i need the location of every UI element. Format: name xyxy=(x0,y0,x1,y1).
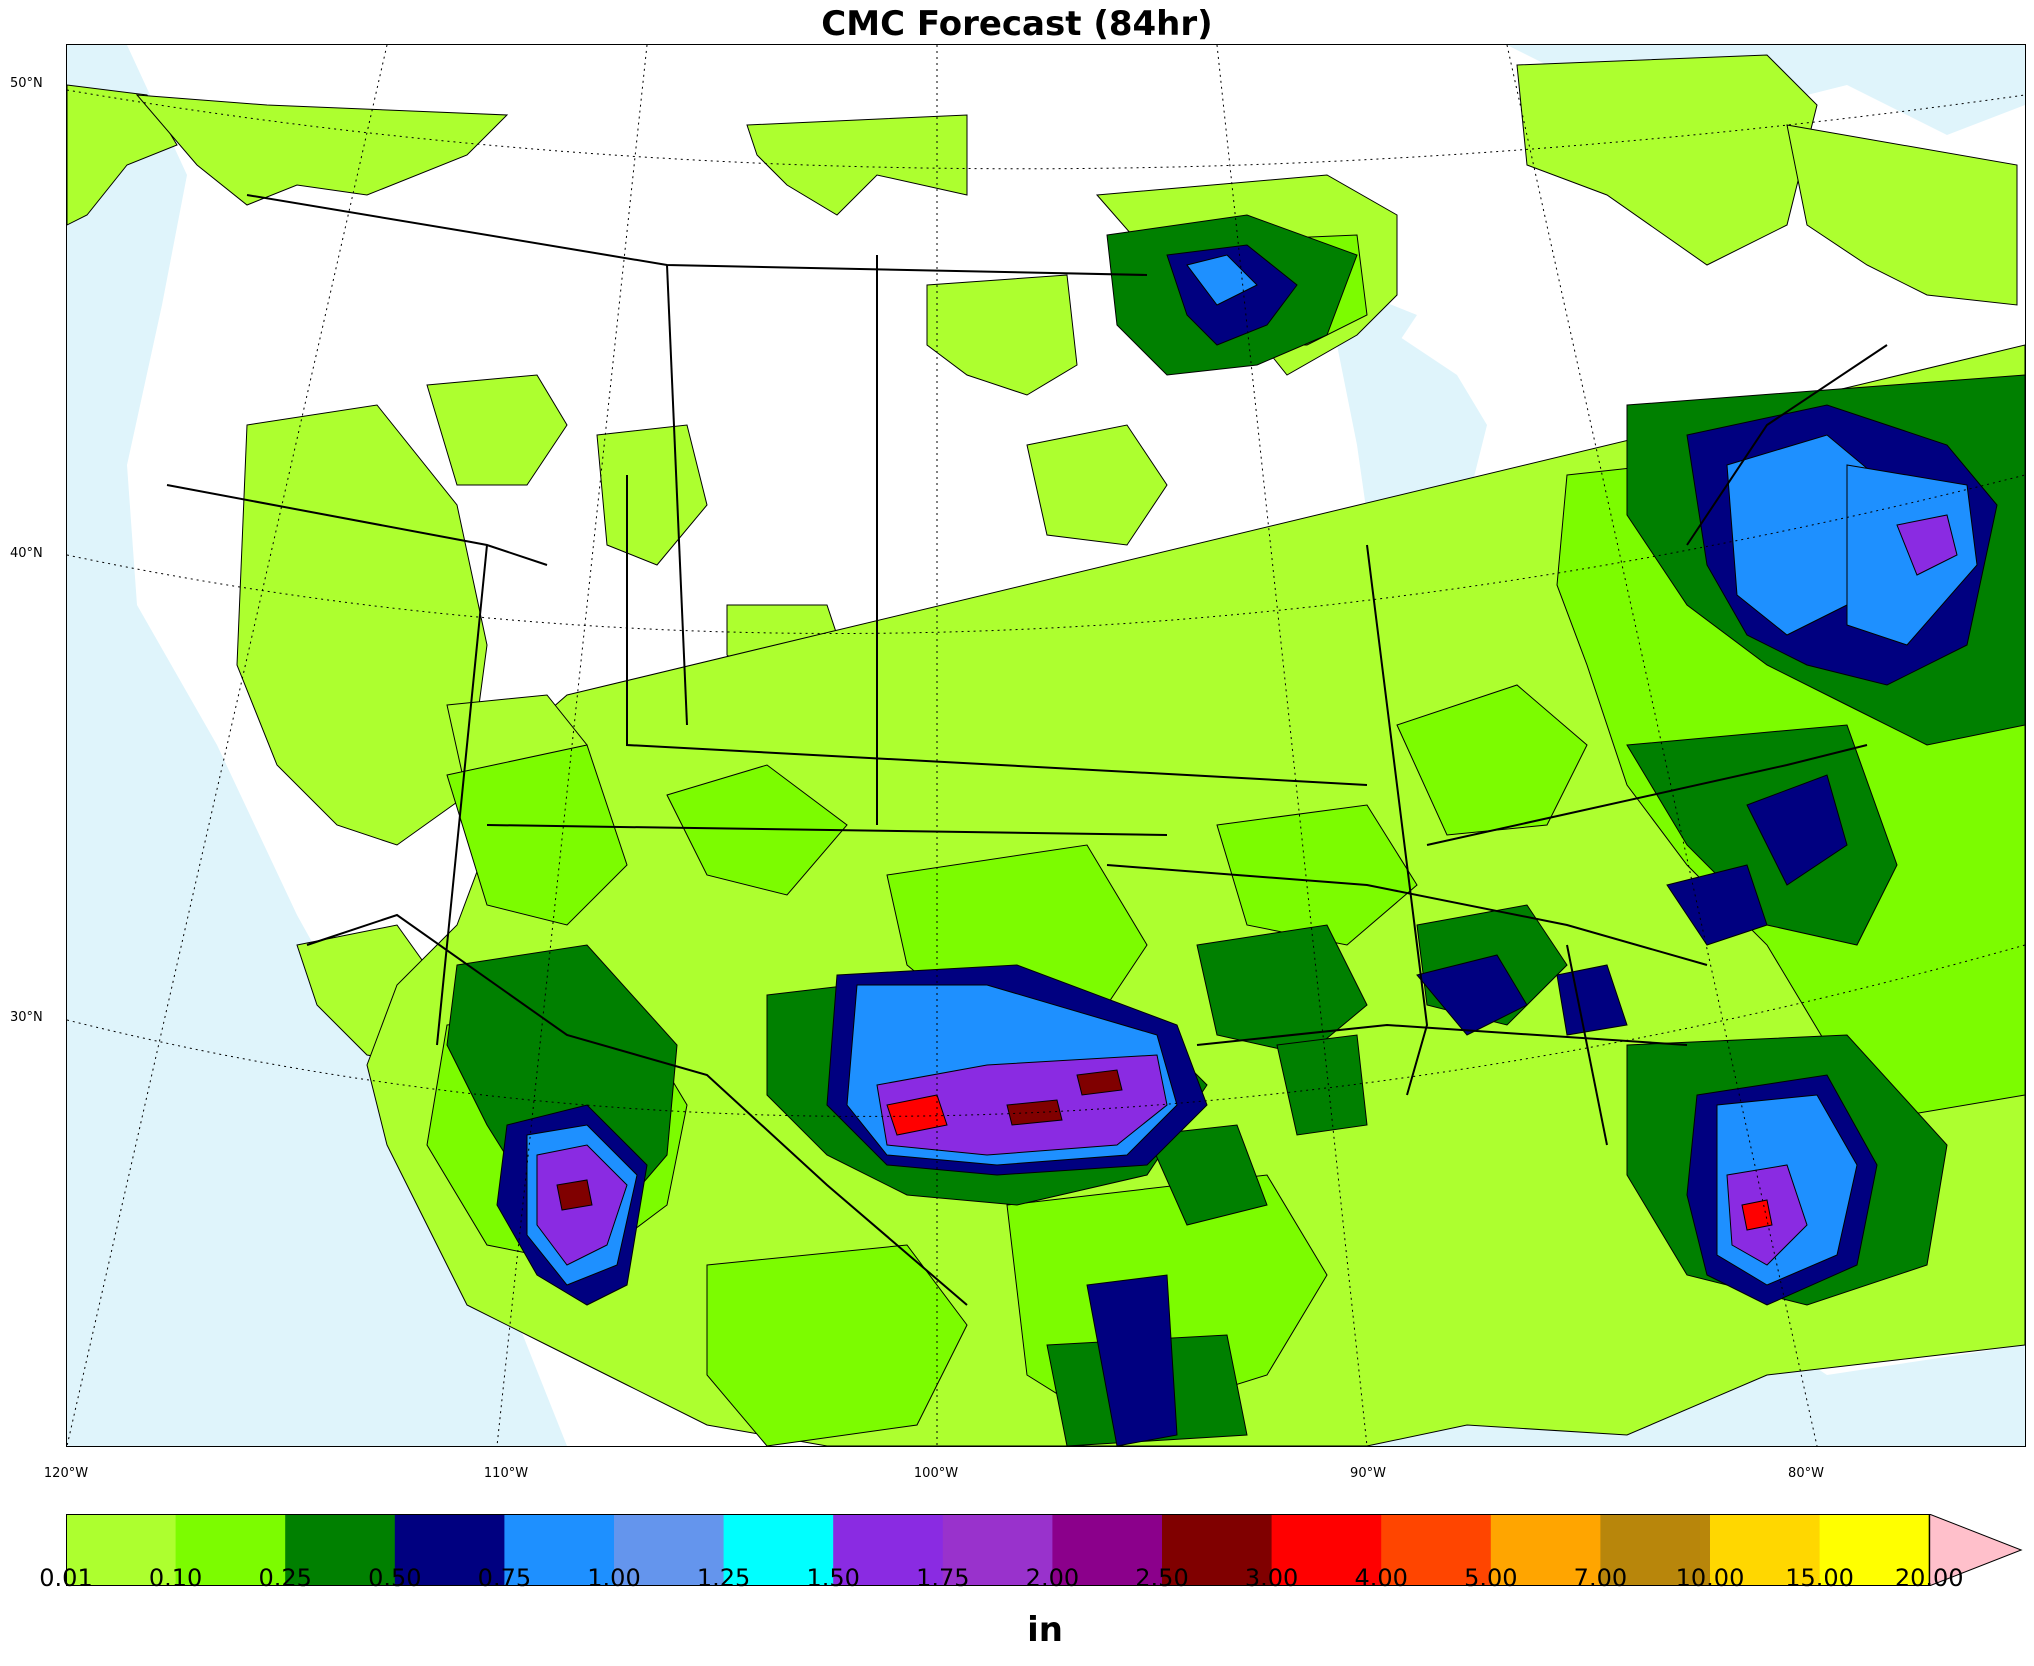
precip-3-00 xyxy=(886,1094,1773,1231)
lat-label-30n: 30°N xyxy=(10,1010,43,1025)
colorbar-segment xyxy=(942,1514,1053,1586)
state-boundaries xyxy=(166,194,1888,1306)
colorbar-tick-label: 15.00 xyxy=(1785,1564,1854,1592)
colorbar-segment xyxy=(1600,1514,1711,1586)
colorbar-tick-label: 0.10 xyxy=(148,1564,203,1592)
lat-label-40n: 40°N xyxy=(10,546,43,561)
colorbar-segment xyxy=(285,1514,396,1586)
colorbar-tick-label: 1.00 xyxy=(587,1564,641,1592)
colorbar-tick-label: 0.01 xyxy=(39,1564,93,1592)
map-panel xyxy=(66,44,2026,1447)
colorbar-segment xyxy=(833,1514,944,1586)
colorbar-tick-label: 20.00 xyxy=(1894,1564,1964,1592)
colorbar-segment xyxy=(723,1514,834,1586)
colorbar-segment xyxy=(1490,1514,1601,1586)
pacific-ocean xyxy=(67,45,567,1446)
colorbar-segment xyxy=(504,1514,615,1586)
lon-label-80w: 80°W xyxy=(1788,1466,1824,1481)
lon-label-120w: 120°W xyxy=(43,1466,89,1481)
lon-label-90w: 90°W xyxy=(1350,1466,1386,1481)
colorbar xyxy=(66,1514,2023,1586)
colorbar-tick-label: 1.50 xyxy=(806,1564,860,1592)
precip-2-50 xyxy=(556,1069,1123,1211)
colorbar-segment xyxy=(1271,1514,1382,1586)
colorbar-tick-label: 2.00 xyxy=(1025,1564,1080,1592)
colorbar-segment xyxy=(1710,1514,1821,1586)
lon-label-110w: 110°W xyxy=(483,1466,529,1481)
colorbar-segment xyxy=(1052,1514,1163,1586)
colorbar-segment xyxy=(175,1514,286,1586)
colorbar-tick-label: 1.75 xyxy=(916,1564,970,1592)
colorbar-tick-label: 2.50 xyxy=(1135,1564,1189,1592)
colorbar-tick-label: 4.00 xyxy=(1354,1564,1408,1592)
colorbar-tick-label: 7.00 xyxy=(1573,1564,1628,1592)
colorbar-segment xyxy=(1381,1514,1492,1586)
colorbar-segment xyxy=(394,1514,505,1586)
colorbar-tick-label: 0.25 xyxy=(258,1564,312,1592)
colorbar-segment xyxy=(1819,1514,1930,1586)
colorbar-tick-label: 0.50 xyxy=(368,1564,422,1592)
colorbar-tick-label: 0.75 xyxy=(477,1564,532,1592)
precip-map xyxy=(67,45,2025,1446)
colorbar-tick-label: 5.00 xyxy=(1464,1564,1518,1592)
colorbar-segment xyxy=(614,1514,725,1586)
map-title: CMC Forecast (84hr) xyxy=(821,4,1213,44)
colorbar-tick-label: 10.00 xyxy=(1675,1564,1745,1592)
lat-label-50n: 50°N xyxy=(10,76,43,91)
colorbar-tick-label: 3.00 xyxy=(1244,1564,1299,1592)
colorbar-units: in xyxy=(1027,1610,1063,1650)
colorbar-segment xyxy=(1162,1514,1273,1586)
lon-label-100w: 100°W xyxy=(913,1466,959,1481)
colorbar-tick-label: 1.25 xyxy=(696,1564,751,1592)
colorbar-segment xyxy=(66,1514,177,1586)
graticule xyxy=(67,45,2025,1446)
